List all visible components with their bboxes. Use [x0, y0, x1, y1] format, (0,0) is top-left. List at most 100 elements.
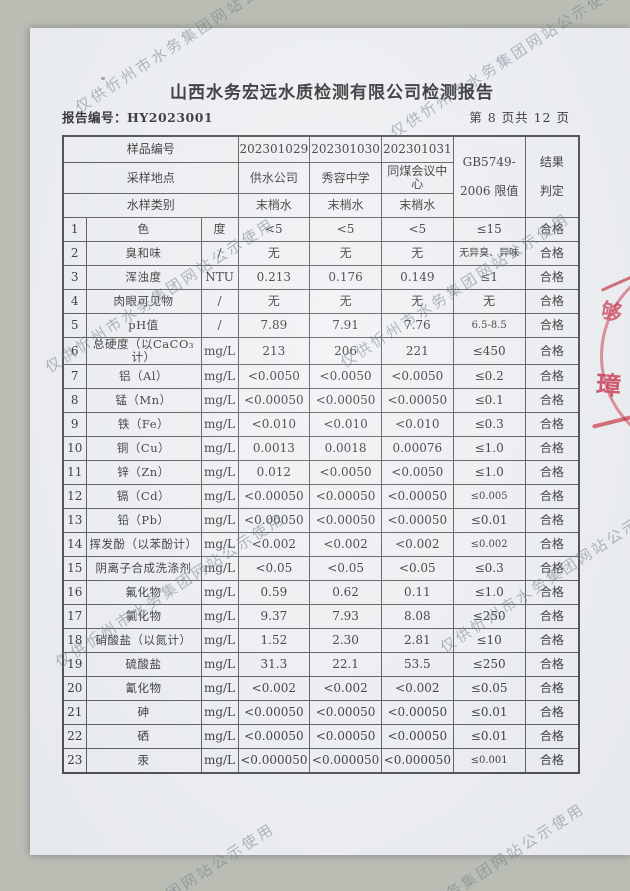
cell-limit: ≤0.01	[452, 724, 526, 749]
cell-index: 8	[62, 388, 87, 413]
cell-index: 22	[62, 724, 87, 749]
cell-sample3-value: 0.00076	[380, 436, 454, 461]
cell-limit: ≤250	[452, 604, 526, 629]
cell-sample2-value: <0.000050	[309, 748, 382, 774]
report-number: 报告编号：HY2023001	[62, 107, 213, 126]
cell-sample1-value: <0.000050	[237, 748, 311, 774]
table-row: 13 铅（Pb） mg/L <0.00050 <0.00050 <0.00050 ≤0.01…	[62, 508, 580, 533]
cell-unit: mg/L	[200, 700, 239, 725]
cell-sample1-value: 0.213	[237, 265, 311, 290]
cell-limit: 无	[452, 289, 526, 314]
table-row: 20 氰化物 mg/L <0.002 <0.002 <0.002 ≤0.05 合格	[62, 676, 580, 701]
header-row-location: 采样地点 供水公司 秀容中学 同煤会议中心	[62, 162, 579, 194]
cell-limit: ≤0.01	[452, 700, 526, 725]
cell-sample1-value: <0.00050	[237, 724, 311, 749]
scan-speck	[101, 77, 105, 80]
cell-result: 合格	[524, 241, 580, 266]
cell-sample1-value: <0.00050	[237, 388, 311, 413]
table-row: 16 氟化物 mg/L 0.59 0.62 0.11 ≤1.0 合格	[62, 580, 580, 605]
table-row: 3 浑浊度 NTU 0.213 0.176 0.149 ≤1 合格	[62, 265, 580, 290]
cell-limit: ≤0.2	[452, 364, 526, 389]
cell-unit: mg/L	[200, 532, 239, 557]
cell-unit: mg/L	[200, 652, 239, 677]
cell-index: 9	[62, 412, 87, 437]
cell-parameter: 铁（Fe）	[85, 412, 202, 437]
cell-result: 合格	[524, 388, 580, 413]
cell-sample1-value: <0.05	[237, 556, 311, 581]
cell-limit: ≤1.0	[452, 460, 526, 485]
cell-result: 合格	[524, 748, 580, 774]
cell-parameter: 臭和味	[85, 241, 202, 266]
cell-index: 7	[62, 364, 87, 389]
cell-sample3-value: <0.00050	[380, 700, 454, 725]
cell-limit: 无异臭、异味	[452, 241, 526, 266]
header-row-sample-id: 样品编号 202301029 202301030 202301031 GB574…	[62, 135, 580, 218]
cell-limit: 6.5-8.5	[452, 313, 526, 338]
cell-sample3-value: <0.00050	[380, 724, 454, 749]
cell-result: 合格	[524, 313, 580, 338]
table-row: 22 硒 mg/L <0.00050 <0.00050 <0.00050 ≤0.01 合格	[62, 724, 580, 749]
cell-unit: mg/L	[200, 724, 239, 749]
cell-result: 合格	[524, 364, 580, 389]
table-row: 19 硫酸盐 mg/L 31.3 22.1 53.5 ≤250 合格	[62, 652, 580, 677]
cell-parameter: 氰化物	[85, 676, 202, 701]
cell-limit: ≤450	[452, 337, 526, 365]
cell-sample3-value: 8.08	[380, 604, 454, 629]
cell-index: 19	[62, 652, 87, 677]
cell-limit: ≤0.1	[452, 388, 526, 413]
sample1-water-type: 末梢水	[237, 193, 311, 218]
cell-unit: 度	[200, 217, 239, 242]
table-row: 18 硝酸盐（以氮计） mg/L 1.52 2.30 2.81 ≤10 合格	[62, 628, 580, 653]
cell-sample2-value: 0.62	[309, 580, 382, 605]
cell-parameter: 氯化物	[85, 604, 202, 629]
table-row: 14 挥发酚（以苯酚计） mg/L <0.002 <0.002 <0.002 ≤0.002 合…	[62, 532, 580, 557]
cell-sample2-value: 0.0018	[309, 436, 382, 461]
cell-parameter: 挥发酚（以苯酚计）	[85, 532, 202, 557]
results-table: 样品编号 202301029 202301030 202301031 GB574…	[62, 135, 581, 774]
cell-parameter: 汞	[85, 748, 202, 774]
table-row: 17 氯化物 mg/L 9.37 7.93 8.08 ≤250 合格	[62, 604, 580, 629]
cell-index: 20	[62, 676, 87, 701]
cell-sample3-value: 0.149	[380, 265, 454, 290]
result-header-line2: 判定	[539, 184, 564, 198]
cell-index: 18	[62, 628, 87, 653]
cell-unit: mg/L	[200, 604, 239, 629]
cell-limit: ≤0.3	[452, 556, 526, 581]
cell-limit: ≤1.0	[452, 436, 526, 461]
cell-sample2-value: <0.00050	[309, 388, 382, 413]
report-number-label: 报告编号：	[62, 110, 128, 125]
report-title: 山西水务宏远水质检测有限公司检测报告	[170, 83, 494, 102]
cell-sample3-value: 无	[380, 241, 454, 266]
result-column-header: 结果 判定	[524, 135, 580, 218]
cell-sample2-value: 22.1	[309, 652, 382, 677]
cell-parameter: 硝酸盐（以氮计）	[85, 628, 202, 653]
cell-sample3-value: <0.00050	[380, 388, 454, 413]
limit-column-header: GB5749- 2006 限值	[452, 135, 526, 218]
cell-limit: ≤15	[452, 217, 526, 242]
cell-limit: ≤0.002	[452, 532, 526, 557]
cell-result: 合格	[524, 604, 580, 629]
cell-result: 合格	[524, 532, 580, 557]
cell-sample1-value: 无	[237, 241, 311, 266]
cell-result: 合格	[524, 724, 580, 749]
report-meta: 报告编号：HY2023001 第 8 页共 12 页	[62, 107, 570, 126]
cell-unit: mg/L	[200, 556, 239, 581]
cell-result: 合格	[524, 700, 580, 725]
cell-sample3-value: 221	[380, 337, 454, 365]
cell-index: 3	[62, 265, 87, 290]
cell-sample3-value: 7.76	[380, 313, 454, 338]
cell-limit: ≤1.0	[452, 580, 526, 605]
cell-sample2-value: <5	[309, 217, 382, 242]
cell-parameter: 阴离子合成洗涤剂	[85, 556, 202, 581]
limit-header-line1: GB5749-	[462, 155, 516, 169]
cell-parameter: 硒	[85, 724, 202, 749]
table-header: 样品编号 202301029 202301030 202301031 GB574…	[62, 135, 580, 218]
cell-parameter: 砷	[85, 700, 202, 725]
cell-sample1-value: <0.002	[237, 532, 311, 557]
table-row: 5 pH值/7.89 7.91 7.76 6.5-8.5 合格	[62, 313, 580, 338]
cell-sample1-value: <0.002	[237, 676, 311, 701]
cell-sample1-value: <0.00050	[237, 700, 311, 725]
cell-sample3-value: <0.00050	[380, 508, 454, 533]
cell-sample3-value: <0.0050	[380, 460, 454, 485]
cell-sample2-value: 无	[309, 289, 382, 314]
